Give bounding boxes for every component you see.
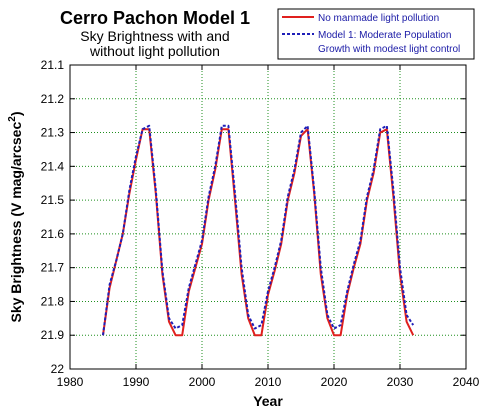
y-axis-label-superscript: 2 <box>7 116 18 122</box>
y-tick-label-1: 21.2 <box>41 92 65 106</box>
x-tick-label-2010: 2010 <box>255 375 282 389</box>
ticks: 1980 1990 2000 2010 2020 2030 2040 21.1 21.2 21.3… <box>41 58 480 389</box>
y-tick-label-0: 21.1 <box>41 58 65 72</box>
legend: No manmade light pollution Model 1: Mode… <box>277 8 475 60</box>
y-tick-label-6: 21.7 <box>41 261 65 275</box>
y-tick-label-5: 21.6 <box>41 227 65 241</box>
series-line-no-pollution <box>102 128 415 337</box>
x-tick-label-2030: 2030 <box>387 375 414 389</box>
x-axis-label: Year <box>253 393 283 409</box>
chart-subtitle-line-1: Sky Brightness with and <box>80 28 229 44</box>
y-tick-label-9: 22 <box>51 362 65 376</box>
y-tick-label-4: 21.5 <box>41 193 65 207</box>
y-tick-label-3: 21.4 <box>41 159 65 173</box>
chart-title: Cerro Pachon Model 1 <box>60 8 250 28</box>
series-line-model-1 <box>102 124 415 336</box>
legend-label-blue-line-2: Growth with modest light control <box>318 44 460 55</box>
y-axis-label-main: Sky Brightness (V mag/arcsec <box>8 122 24 323</box>
series-group <box>102 124 415 337</box>
x-tick-label-2040: 2040 <box>453 375 480 389</box>
x-tick-label-1980: 1980 <box>57 375 84 389</box>
legend-label-blue-line-1: Model 1: Moderate Population <box>318 30 451 41</box>
x-tick-label-2020: 2020 <box>321 375 348 389</box>
y-axis-label-close: ) <box>8 112 24 117</box>
chart-subtitle-line-2: without light pollution <box>89 43 220 59</box>
x-tick-label-2000: 2000 <box>189 375 216 389</box>
y-axis-label: Sky Brightness (V mag/arcsec2) <box>7 112 24 323</box>
grid <box>70 65 466 369</box>
y-tick-label-7: 21.8 <box>41 294 65 308</box>
x-tick-label-1990: 1990 <box>123 375 150 389</box>
y-tick-label-8: 21.9 <box>41 328 65 342</box>
y-tick-label-2: 21.3 <box>41 126 65 140</box>
legend-label-red: No manmade light pollution <box>318 13 439 24</box>
